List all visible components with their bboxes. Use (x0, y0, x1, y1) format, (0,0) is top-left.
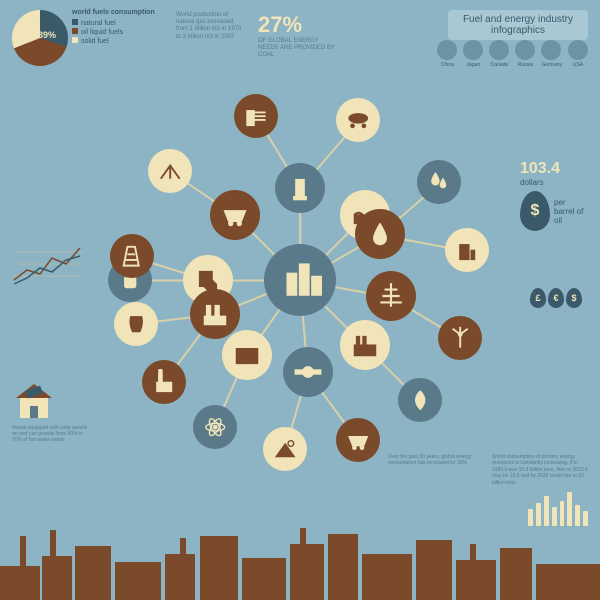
node-drops (417, 160, 461, 204)
node-valve (283, 347, 333, 397)
mini-chart: China (437, 40, 457, 68)
node-derrick (110, 234, 154, 278)
node-wind (438, 316, 482, 360)
barrel-stat: 103.4 dollars $ per barrel of oil (520, 160, 588, 235)
bar (567, 492, 572, 526)
bar-chart (528, 492, 588, 526)
pie-title: world fuels consumption (72, 8, 155, 17)
node-plant (190, 289, 240, 339)
bar (544, 496, 549, 526)
bar (575, 505, 580, 526)
node-factory (340, 320, 390, 370)
bottom-stats: Over the past 20 years, global energy co… (388, 454, 588, 487)
node-leaf (398, 378, 442, 422)
node-cooling (114, 302, 158, 346)
node-cart2 (336, 418, 380, 462)
node-tower (366, 271, 416, 321)
bar (536, 503, 541, 526)
pie-legend-item: oil liquid fuels (72, 28, 155, 37)
coal-pct: 27% (258, 12, 302, 37)
bottom-stat-right: World consumption of primary energy reso… (492, 454, 588, 487)
node-city (264, 244, 336, 316)
barrel-unit: dollars (520, 178, 588, 187)
node-dam (234, 94, 278, 138)
node-atom (193, 405, 237, 449)
currency-drop-icon: € (548, 288, 564, 308)
header-title: Fuel and energy industry infographics (448, 10, 588, 40)
dollar-drop-icon: $ (520, 191, 550, 231)
mini-chart: USA (568, 40, 588, 68)
coal-stat: 27% OF GLOBAL ENERGY NEEDS ARE PROVIDED … (258, 12, 338, 60)
solar-text: House equipped with solar panels on roof… (12, 425, 92, 443)
pie-pct-1: 39% (38, 30, 56, 40)
skyline (0, 526, 600, 600)
bar (583, 511, 588, 526)
node-mine (263, 427, 307, 471)
node-pumpjack (148, 149, 192, 193)
currency-drop-icon: £ (530, 288, 546, 308)
solar-house: House equipped with solar panels on roof… (12, 380, 92, 443)
mini-chart: Russia (515, 40, 535, 68)
barrel-value: 103.4 (520, 160, 588, 178)
bar (560, 501, 565, 527)
pie-legend-item: solid fuel (72, 37, 155, 46)
bar (552, 507, 557, 526)
node-solar (222, 330, 272, 380)
barrel-caption: per barrel of oil (554, 198, 584, 225)
node-smoke (142, 360, 186, 404)
node-pump (275, 163, 325, 213)
bar (528, 509, 533, 526)
bottom-stat-left: Over the past 20 years, global energy co… (388, 454, 484, 487)
currency-drop-icon: $ (566, 288, 582, 308)
line-chart (12, 240, 84, 288)
pie-pct-2: 30% (22, 18, 40, 28)
mini-chart: Canada (489, 40, 509, 68)
coal-text: OF GLOBAL ENERGY NEEDS ARE PROVIDED BY C… (258, 38, 338, 60)
mini-chart: Japan (463, 40, 483, 68)
pie-legend-item: natural fuel (72, 19, 155, 28)
mini-chart: Germany (541, 40, 562, 68)
house-icon (12, 380, 56, 420)
node-tanker (336, 98, 380, 142)
pie-legend: world fuels consumption natural fueloil … (72, 8, 155, 46)
node-cart (210, 190, 260, 240)
natgas-stat: World production of natural gas increase… (176, 12, 246, 41)
node-station (445, 228, 489, 272)
node-oildrop (355, 209, 405, 259)
currency-drops: £€$ (530, 288, 582, 308)
mini-charts: China Japan Canada Russia Germany USA (437, 40, 588, 68)
